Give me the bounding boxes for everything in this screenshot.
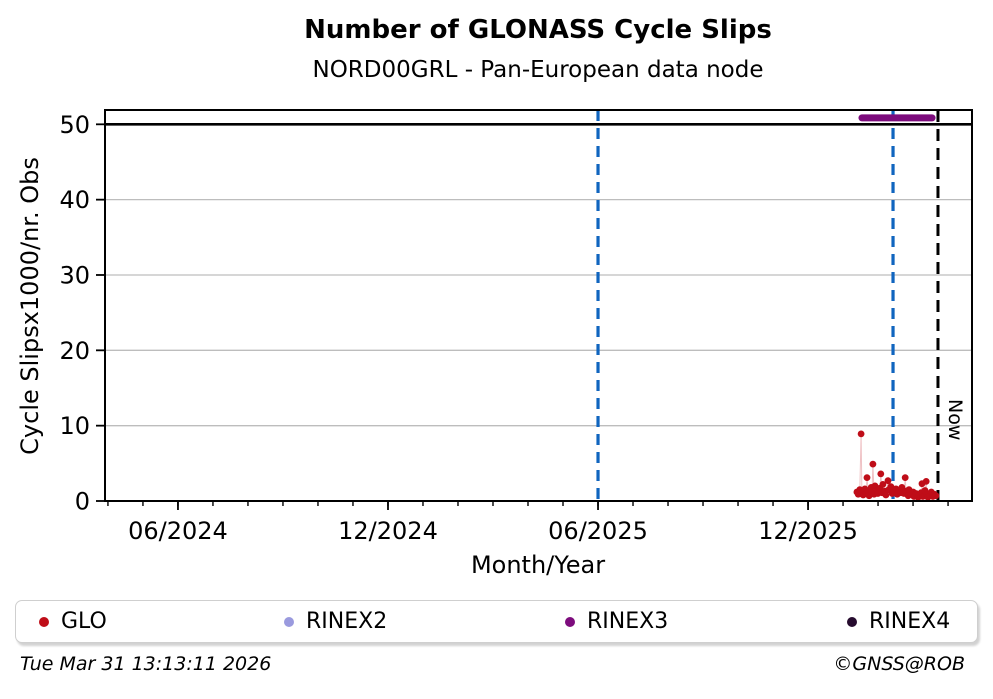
legend-label: RINEX4	[869, 609, 951, 634]
rinex4-marker-icon	[847, 616, 857, 627]
chart-title: Number of GLONASS Cycle Slips	[304, 15, 772, 45]
credit-watermark: ©GNSS@ROB	[833, 653, 965, 675]
y-axis-label: Cycle Slipsx1000/nr. Obs	[16, 157, 44, 455]
x-tick-label: 06/2025	[548, 517, 648, 545]
y-tick-label: 0	[75, 488, 90, 516]
x-axis-label: Month/Year	[470, 551, 606, 579]
y-tick-label: 40	[59, 186, 90, 214]
gridlines	[105, 199, 972, 427]
legend-label: RINEX3	[587, 609, 669, 634]
plot-timestamp: Tue Mar 31 13:13:11 2026	[20, 653, 272, 675]
legend-box: GLO RINEX2 RINEX3 RINEX4	[15, 600, 978, 643]
x-tick-label: 12/2025	[758, 517, 858, 545]
plot-frame	[104, 109, 973, 502]
legend-item-rinex4: RINEX4	[847, 601, 950, 642]
x-tick-label: 12/2024	[338, 517, 438, 545]
axis-ticks: 0 10 20 30 40 50 06/2024 12/2024 06/2025 12/2025	[59, 111, 949, 545]
glo-marker-icon	[39, 616, 49, 627]
legend-item-glo: GLO	[39, 601, 107, 642]
rinex2-marker-icon	[284, 616, 294, 627]
y-tick-label: 50	[59, 111, 90, 139]
x-tick-label: 06/2024	[128, 517, 228, 545]
chart-subtitle: NORD00GRL - Pan-European data node	[312, 57, 764, 83]
series-glo	[853, 430, 940, 501]
y-tick-label: 20	[59, 337, 90, 365]
legend-item-rinex3: RINEX3	[565, 601, 668, 642]
y-tick-label: 30	[59, 261, 90, 289]
plot-canvas: 0 10 20 30 40 50 06/2024 12/2024 06/2025 12/2025	[59, 109, 973, 545]
y-tick-label: 10	[59, 412, 90, 440]
legend-label: GLO	[61, 609, 107, 634]
now-annotation: Now	[944, 399, 966, 441]
legend-item-rinex2: RINEX2	[284, 601, 387, 642]
rinex3-marker-icon	[565, 616, 575, 627]
legend-label: RINEX2	[306, 609, 388, 634]
